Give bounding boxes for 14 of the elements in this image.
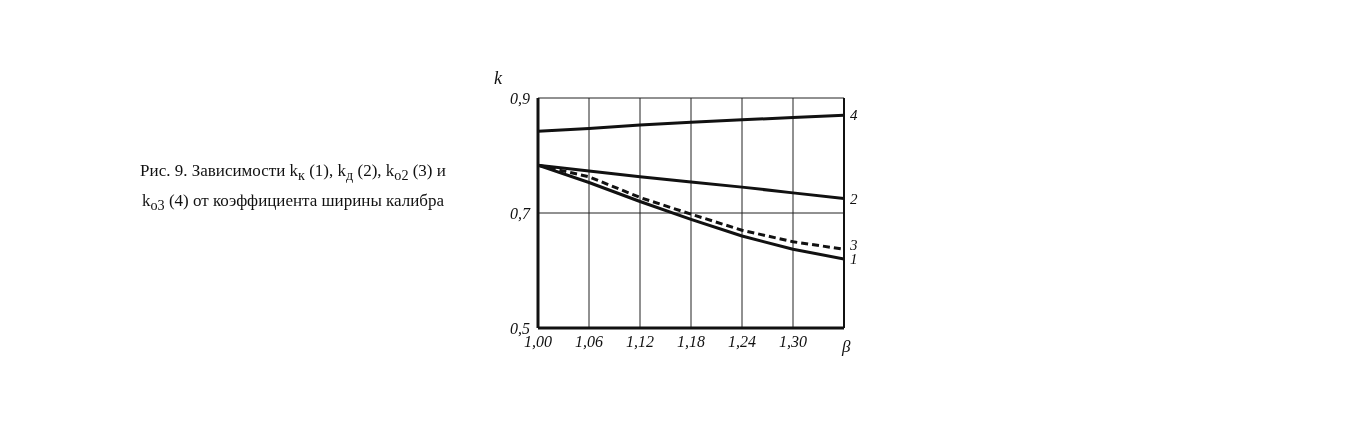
series-label: 2 <box>850 190 858 207</box>
y-tick-label: 0,9 <box>510 89 530 107</box>
x-tick-label: 1,12 <box>626 333 654 351</box>
x-tick-label: 1,18 <box>677 333 705 351</box>
series-label: 4 <box>850 107 858 124</box>
y-tick-label: 0,7 <box>510 204 531 222</box>
series-label: 1 <box>850 251 858 267</box>
x-tick-label: 1,06 <box>575 333 603 351</box>
x-tick-label: 1,30 <box>779 333 807 351</box>
chart-title: Рис. 9. Зависимости k$_{к}$ (1), k$_{д}$ (2), k$_{о2}$ (3) и k$_{о3}$ (4) от коэффициента ширины калибра <box>140 161 446 214</box>
x-axis-title: β <box>841 337 851 357</box>
y-axis-title: k <box>494 68 503 88</box>
x-tick-label: 1,24 <box>728 333 756 351</box>
series-label: 3 <box>849 237 858 253</box>
